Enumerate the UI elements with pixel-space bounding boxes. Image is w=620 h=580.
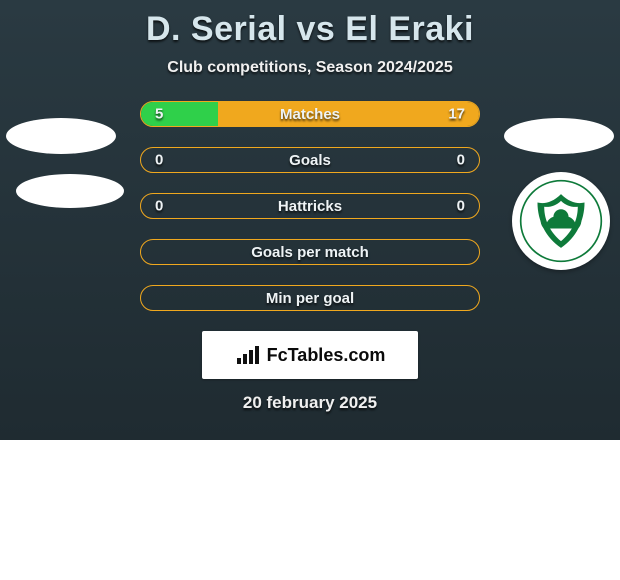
- stat-value-left: 0: [155, 198, 163, 215]
- brand-bars-icon: [235, 344, 261, 366]
- club-logo-right: [512, 172, 610, 270]
- subtitle: Club competitions, Season 2024/2025: [0, 59, 620, 77]
- stat-pill: Goals per match: [140, 239, 480, 265]
- club-logo-left: [16, 174, 124, 208]
- stat-value-right: 17: [448, 106, 465, 123]
- stat-label: Hattricks: [141, 198, 479, 215]
- date-text: 20 february 2025: [0, 393, 620, 413]
- stat-pill: Min per goal: [140, 285, 480, 311]
- brand-badge: FcTables.com: [202, 331, 418, 379]
- player-photo-left: [6, 118, 116, 154]
- blank-area: [0, 440, 620, 580]
- comparison-card: D. Serial vs El Eraki Club competitions,…: [0, 0, 620, 440]
- stat-label: Min per goal: [141, 290, 479, 307]
- stat-label: Goals per match: [141, 244, 479, 261]
- stat-row: Min per goal: [0, 285, 620, 311]
- stat-pill: 0 0Goals: [140, 147, 480, 173]
- stat-value-right: 0: [457, 198, 465, 215]
- stat-row: 0 0Goals: [0, 147, 620, 173]
- stat-pill: 517Matches: [140, 101, 480, 127]
- page-title: D. Serial vs El Eraki: [0, 10, 620, 49]
- brand-text: FcTables.com: [267, 345, 386, 366]
- stat-value-left: 0: [155, 152, 163, 169]
- player-photo-right: [504, 118, 614, 154]
- stat-value-right: 0: [457, 152, 465, 169]
- stat-value-left: 5: [155, 106, 163, 123]
- stat-fill-right: [218, 102, 479, 126]
- stat-pill: 0 0Hattricks: [140, 193, 480, 219]
- club-crest-icon: [519, 179, 603, 263]
- stat-fill-left: [141, 102, 218, 126]
- stat-label: Goals: [141, 152, 479, 169]
